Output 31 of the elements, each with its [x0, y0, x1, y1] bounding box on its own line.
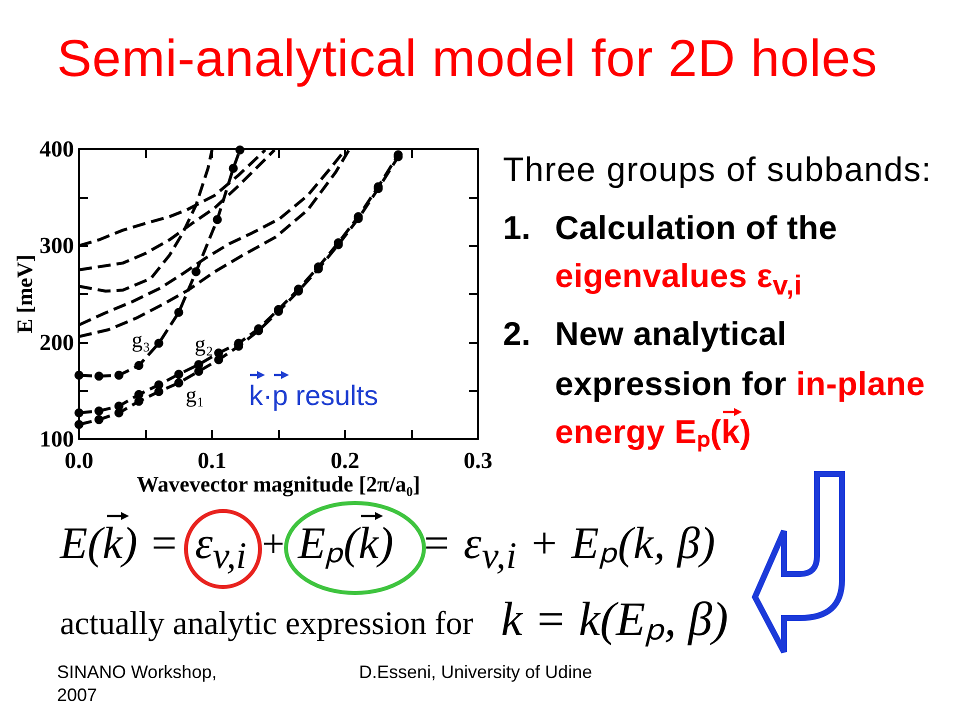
text: New analytical [555, 315, 787, 352]
text: Three groups of subbands: [503, 151, 932, 189]
text: D.Esseni, University of Udine [359, 662, 592, 682]
x-tick-label: 0.2 [330, 448, 360, 473]
text: energy Eₚ(k) [555, 413, 752, 450]
x-axis-title: Wavevector magnitude [2π/a₀] [136, 471, 420, 496]
text: Calculation of the [555, 209, 838, 246]
text: in-plane [796, 365, 925, 402]
annotation: g₂ [194, 331, 214, 356]
text: eigenvalues ε$_{v,i}$ [555, 257, 802, 301]
x-tick-label: 0.1 [198, 448, 226, 473]
text: Eₚ(k) [298, 518, 394, 568]
text: k = k(Eₚ, β) [501, 593, 728, 646]
annotation: k·p results [249, 380, 378, 411]
y-tick-label: 300 [40, 233, 74, 258]
text: actually analytic expression for [60, 606, 474, 642]
annotation: g₁ [186, 382, 204, 407]
annotation: g₃ [132, 327, 150, 352]
text: 1. [503, 209, 531, 246]
chart-title: Semi-analytical model for 2D holes [57, 30, 878, 88]
text: = ε$_{v,i}$ + Eₚ(k, β) [421, 518, 716, 577]
text: SINANO Workshop, 2007 [57, 662, 217, 704]
text: 2. [503, 315, 531, 352]
text: ε$_{v,i}$ [195, 518, 246, 577]
text: expression for [555, 365, 787, 402]
y-axis-title: E [meV] [12, 254, 38, 334]
x-tick-label: 0.3 [464, 448, 492, 473]
text: + [262, 521, 285, 566]
y-tick-label: 400 [40, 136, 74, 162]
text: E(k) = [60, 518, 180, 568]
y-tick-label: 200 [40, 330, 74, 355]
